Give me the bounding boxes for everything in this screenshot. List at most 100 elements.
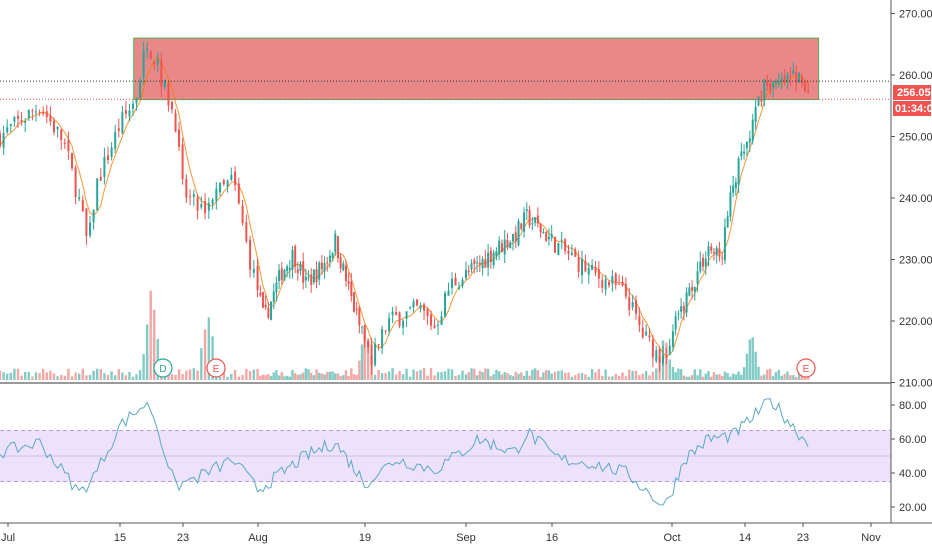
volume-bar bbox=[283, 376, 286, 380]
candle-body bbox=[367, 340, 370, 347]
volume-bar bbox=[500, 374, 504, 380]
candle-body bbox=[391, 311, 394, 315]
volume-bar bbox=[797, 373, 801, 380]
candle-body bbox=[780, 78, 783, 81]
candle-body bbox=[320, 262, 323, 270]
candle-body bbox=[655, 350, 658, 362]
candle-body bbox=[17, 116, 19, 119]
volume-bar bbox=[771, 376, 775, 380]
candle-body bbox=[0, 133, 1, 147]
volume-bar bbox=[614, 373, 617, 380]
candle-body bbox=[9, 124, 12, 126]
volume-bar bbox=[710, 376, 713, 380]
candle-body bbox=[302, 261, 305, 283]
volume-bar bbox=[241, 374, 244, 380]
volume-bar bbox=[391, 368, 394, 380]
candle-body bbox=[671, 331, 674, 347]
price-axis[interactable]: 270.00 260.00 250.00 240.00 230.00 220.00 210.… bbox=[891, 9, 932, 390]
volume-bar bbox=[261, 374, 265, 380]
volume-bar bbox=[461, 370, 464, 380]
candle-body bbox=[465, 269, 467, 279]
candle-body bbox=[539, 223, 542, 233]
candle-body bbox=[256, 266, 259, 291]
volume-bar bbox=[422, 368, 426, 380]
volume-bar bbox=[226, 376, 229, 380]
volume-bar bbox=[331, 371, 334, 380]
candle-body bbox=[804, 82, 807, 92]
volume-bar bbox=[419, 370, 422, 380]
candle-body bbox=[478, 262, 481, 265]
candle-body bbox=[131, 103, 134, 109]
volume-bar bbox=[181, 373, 184, 380]
volume-bar bbox=[24, 371, 27, 380]
candle-body bbox=[611, 276, 614, 284]
candle-body bbox=[347, 281, 350, 284]
candle-body bbox=[259, 292, 262, 296]
candle-body bbox=[754, 106, 757, 122]
candle-body bbox=[296, 269, 299, 274]
candle-body bbox=[128, 110, 131, 117]
candle-body bbox=[723, 227, 726, 261]
candle-body bbox=[355, 308, 358, 310]
candle-body bbox=[451, 278, 454, 288]
candle-body bbox=[489, 250, 492, 262]
volume-bar bbox=[20, 375, 23, 380]
volume-bar bbox=[550, 373, 553, 380]
candle-body bbox=[402, 320, 405, 328]
rsi-pane[interactable] bbox=[0, 398, 891, 506]
volume-bar bbox=[489, 376, 493, 380]
candle-body bbox=[688, 287, 691, 296]
candle-body bbox=[117, 128, 120, 131]
time-axis[interactable]: Jul 15 23 Aug 19 Sep 16 Oct 14 23 Nov bbox=[1, 523, 881, 544]
volume-bar bbox=[344, 370, 348, 380]
volume-bar bbox=[590, 368, 594, 380]
rsi-axis[interactable]: 80.00 60.00 40.00 20.00 bbox=[891, 400, 927, 514]
candle-body bbox=[467, 270, 470, 272]
rsi-band bbox=[0, 430, 891, 482]
volume-bar bbox=[52, 373, 56, 380]
candle-body bbox=[648, 335, 651, 338]
volume-bar bbox=[323, 374, 326, 380]
volume-bar bbox=[6, 373, 9, 380]
volume-bar bbox=[624, 376, 628, 380]
candle-body bbox=[520, 223, 523, 230]
volume-bar bbox=[377, 369, 380, 380]
candle-body bbox=[430, 314, 433, 326]
candle-body bbox=[704, 258, 707, 267]
candle-body bbox=[635, 300, 637, 314]
volume-bar bbox=[315, 369, 318, 380]
volume-bar bbox=[745, 353, 749, 380]
candle-body bbox=[567, 250, 570, 255]
candle-body bbox=[339, 257, 342, 269]
candle-body bbox=[331, 253, 334, 258]
volume-bar bbox=[156, 338, 159, 380]
volume-bar bbox=[252, 369, 256, 380]
candle-body bbox=[215, 188, 218, 201]
candle-body bbox=[734, 182, 737, 189]
volume-bar bbox=[34, 372, 38, 380]
candle-body bbox=[283, 269, 286, 281]
candle-body bbox=[536, 215, 539, 224]
volume-bar bbox=[339, 376, 342, 380]
volume-bar bbox=[570, 376, 574, 380]
resistance-zone[interactable] bbox=[133, 37, 820, 101]
time-tick-label: 14 bbox=[739, 532, 751, 544]
volume-bar bbox=[128, 371, 131, 380]
volume-bar bbox=[373, 374, 377, 380]
candle-body bbox=[74, 167, 77, 198]
candle-body bbox=[621, 282, 624, 286]
candle-body bbox=[564, 238, 567, 251]
candle-body bbox=[707, 246, 710, 257]
volume-bar bbox=[774, 372, 778, 380]
candle-body bbox=[718, 248, 721, 257]
volume-bar bbox=[447, 368, 450, 380]
volume-bar bbox=[539, 376, 542, 380]
candle-body bbox=[574, 249, 577, 257]
candle-body bbox=[110, 147, 113, 158]
volume-bar bbox=[690, 375, 694, 380]
candle-body bbox=[514, 232, 517, 242]
